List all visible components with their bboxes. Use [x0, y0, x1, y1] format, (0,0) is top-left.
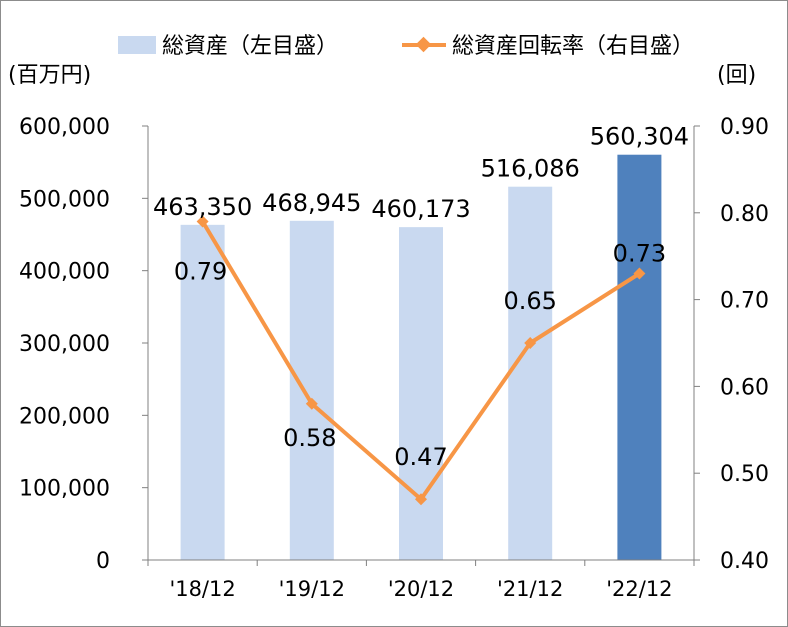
bar-value-label: 468,945: [262, 189, 361, 217]
bar: [617, 154, 662, 560]
left-tick-label: 200,000: [19, 404, 110, 429]
left-tick-label: 300,000: [19, 332, 110, 357]
bar: [399, 227, 443, 560]
right-tick-label: 0.60: [720, 375, 769, 400]
line-point: [415, 493, 427, 506]
bar-value-labels: 463,350 468,945 460,173 516,086 560,304: [153, 123, 689, 223]
bar: [289, 220, 334, 560]
line-value-label: 0.47: [394, 443, 447, 471]
left-tick-label: 100,000: [19, 477, 110, 502]
left-axis-ticks: 0 100,000 200,000 300,000 400,000 500,000 600,…: [19, 115, 148, 574]
left-tick-label: 500,000: [19, 187, 110, 212]
axes: [147, 126, 695, 566]
line-series: [196, 215, 646, 506]
x-tick-label: '22/12: [606, 577, 672, 601]
legend-marker-turnover: [415, 36, 432, 53]
bar-value-label: 460,173: [371, 195, 470, 223]
bar-value-label: 560,304: [590, 123, 689, 151]
legend-swatch-total-assets: [118, 36, 156, 54]
line-point: [633, 267, 646, 280]
left-tick-label: 400,000: [19, 260, 110, 285]
line-value-label: 0.58: [283, 424, 336, 452]
legend: 総資産（左目盛） 総資産回転率（右目盛）: [118, 34, 694, 59]
line-point: [305, 397, 318, 410]
left-axis-unit: (百万円): [8, 63, 91, 88]
left-tick-label: 0: [96, 549, 110, 574]
line-value-label: 0.79: [174, 257, 227, 285]
right-axis-ticks: 0.40 0.50 0.60 0.70 0.80 0.90: [694, 115, 769, 574]
right-axis-unit: (回): [717, 63, 756, 88]
right-tick-label: 0.70: [720, 289, 769, 314]
right-tick-label: 0.90: [720, 115, 769, 140]
x-tick-label: '19/12: [279, 577, 345, 601]
x-tick-label: '20/12: [388, 577, 454, 601]
right-tick-label: 0.50: [720, 462, 769, 487]
right-tick-label: 0.80: [720, 202, 769, 227]
legend-label-turnover: 総資産回転率（右目盛）: [452, 34, 694, 59]
left-tick-label: 600,000: [19, 115, 110, 140]
legend-label-total-assets: 総資産（左目盛）: [162, 34, 338, 59]
x-tick-label: '21/12: [497, 577, 563, 601]
bar-value-label: 516,086: [481, 155, 580, 183]
bar: [180, 224, 225, 560]
bar: [508, 186, 553, 560]
x-axis-labels: '18/12 '19/12 '20/12 '21/12 '22/12: [169, 577, 672, 601]
line-value-label: 0.73: [613, 240, 666, 268]
x-tick-label: '18/12: [169, 577, 235, 601]
bar-value-label: 463,350: [153, 193, 252, 221]
line-value-label: 0.65: [503, 287, 556, 315]
line-point: [524, 337, 537, 349]
right-tick-label: 0.40: [720, 549, 769, 574]
line-value-labels: 0.79 0.58 0.47 0.65 0.73: [174, 240, 666, 472]
line-point: [196, 215, 209, 228]
